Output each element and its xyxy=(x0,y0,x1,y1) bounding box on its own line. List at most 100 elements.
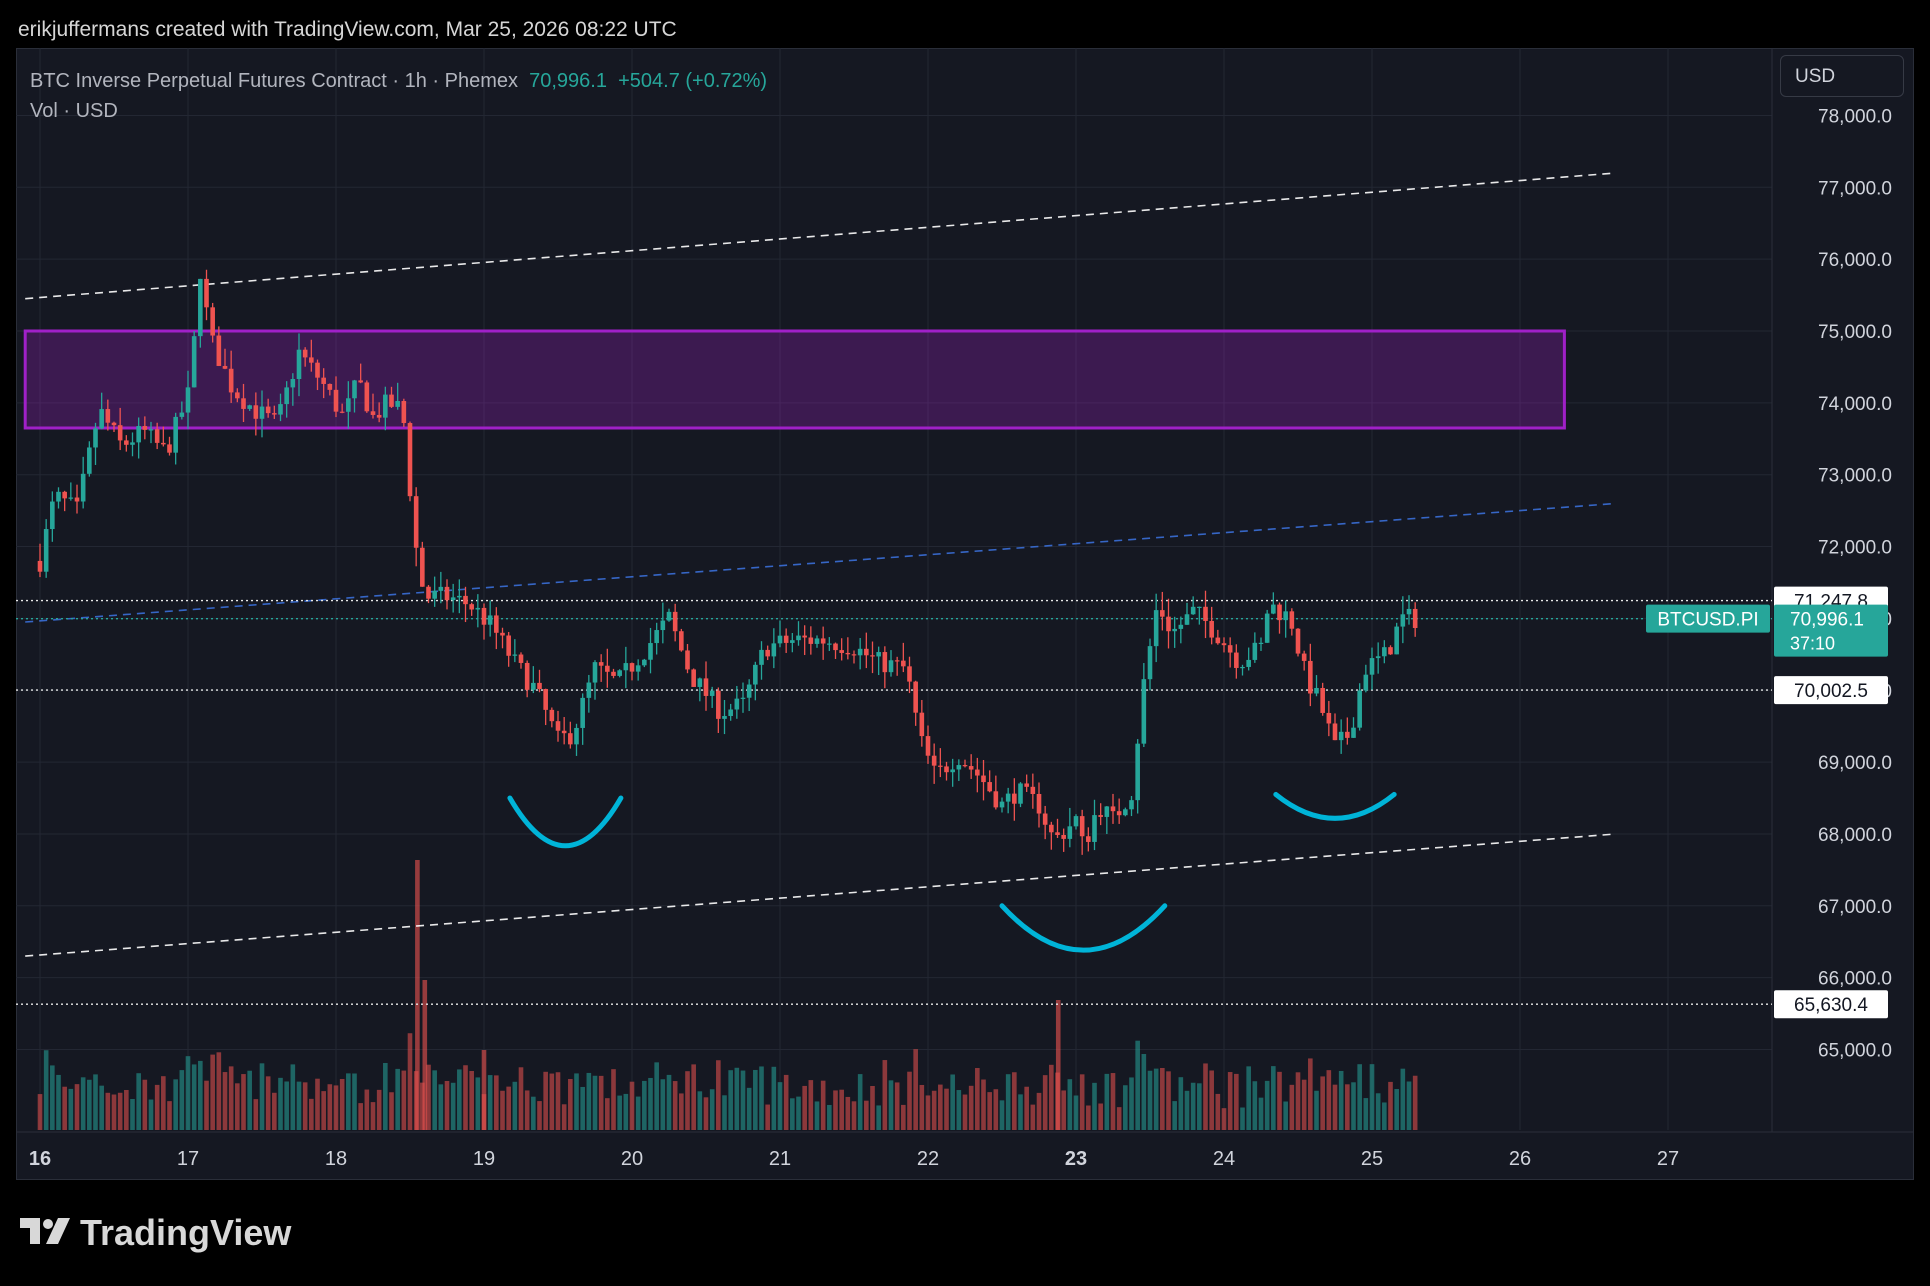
volume-bar xyxy=(1104,1073,1110,1130)
volume-bar xyxy=(950,1074,955,1130)
y-tick-label: 74,000.0 xyxy=(1818,394,1892,415)
candlesticks xyxy=(37,269,1418,855)
volume-bar xyxy=(839,1089,844,1130)
candle-body xyxy=(648,643,653,660)
currency-button[interactable]: USD xyxy=(1780,55,1904,97)
candle-body xyxy=(1178,624,1184,629)
candle-body xyxy=(512,654,518,656)
volume-bar xyxy=(765,1104,770,1130)
volume-bar xyxy=(975,1068,980,1130)
volume-bar xyxy=(93,1074,98,1130)
x-tick-label: 23 xyxy=(1065,1148,1087,1170)
candle-body xyxy=(753,664,758,685)
volume-bar xyxy=(691,1064,696,1130)
candle-body xyxy=(919,712,925,737)
volume-bar xyxy=(1012,1072,1017,1130)
volume-bar xyxy=(154,1084,160,1130)
volume-bar xyxy=(820,1080,826,1130)
candle-body xyxy=(907,666,912,682)
candle-body xyxy=(950,769,955,773)
volume-bar xyxy=(475,1077,481,1130)
candle-body xyxy=(925,736,931,756)
volume-bar xyxy=(888,1080,894,1130)
candle-body xyxy=(105,409,111,423)
candle-body xyxy=(635,665,641,672)
volume-bar xyxy=(1295,1072,1301,1130)
arc-left-shoulder xyxy=(507,795,624,849)
candle-body xyxy=(117,425,123,441)
volume-bar xyxy=(531,1096,536,1130)
volume-bar xyxy=(1123,1085,1128,1130)
volume-bar xyxy=(913,1049,918,1130)
chart-attribution: erikjuffermans created with TradingView.… xyxy=(18,18,677,41)
volume-bar xyxy=(407,1033,413,1130)
volume-bar xyxy=(716,1060,721,1130)
candle-body xyxy=(598,662,604,666)
volume-bar xyxy=(549,1073,555,1130)
y-tick-label: 65,000.0 xyxy=(1818,1041,1892,1062)
candle-body xyxy=(142,426,148,430)
volume-bar xyxy=(161,1076,166,1130)
candle-body xyxy=(864,648,869,656)
symbol-tag: BTCUSD.PI xyxy=(1657,610,1758,631)
x-tick-label: 26 xyxy=(1509,1148,1531,1170)
candle-body xyxy=(1363,674,1369,691)
candle-body xyxy=(882,652,888,673)
tradingview-logo-icon xyxy=(20,1218,70,1244)
y-tick-label: 72,000.0 xyxy=(1818,538,1892,559)
volume-bar xyxy=(339,1078,345,1130)
candle-body xyxy=(1375,656,1381,659)
candle-body xyxy=(272,413,277,415)
volume-bar xyxy=(1375,1093,1381,1130)
volume-bar xyxy=(487,1075,493,1130)
candle-body xyxy=(228,368,234,393)
candle-body xyxy=(1092,815,1097,842)
volume-bar xyxy=(1345,1084,1350,1130)
candle-body xyxy=(500,632,505,636)
volume-bar xyxy=(1277,1071,1282,1130)
candle-body xyxy=(703,678,709,696)
candle-body xyxy=(62,491,67,499)
volume-bar xyxy=(1283,1101,1288,1130)
volume-bar xyxy=(1086,1105,1091,1130)
candle-body xyxy=(561,730,567,734)
candle-body xyxy=(740,697,746,699)
candle-body xyxy=(1277,604,1282,621)
volume-bar xyxy=(321,1091,326,1130)
volume-bar xyxy=(1246,1066,1251,1130)
volume-bar xyxy=(500,1090,505,1130)
volume-bar xyxy=(635,1096,641,1130)
candle-body xyxy=(68,497,74,499)
volume-bar xyxy=(117,1092,123,1130)
volume-bar xyxy=(1079,1074,1085,1130)
chart-panel[interactable] xyxy=(16,48,1914,1180)
candle-body xyxy=(956,765,962,770)
volume-bar xyxy=(352,1073,357,1130)
candle-body xyxy=(1129,800,1134,810)
volume-bar xyxy=(1215,1093,1221,1130)
candle-body xyxy=(629,663,635,672)
volume-bar xyxy=(136,1073,141,1130)
volume-bar xyxy=(228,1066,234,1130)
candle-body xyxy=(1049,824,1054,833)
candle-body xyxy=(37,560,43,572)
candle-body xyxy=(1394,626,1399,655)
candle-body xyxy=(1116,811,1122,816)
candle-body xyxy=(1024,783,1029,787)
volume-bar xyxy=(876,1105,881,1130)
candle-body xyxy=(346,398,351,412)
candle-body xyxy=(278,404,283,415)
volume-bar xyxy=(173,1079,178,1130)
volume-bar xyxy=(235,1083,240,1130)
candle-body xyxy=(204,278,209,308)
volume-bar xyxy=(1252,1081,1258,1130)
x-tick-label: 24 xyxy=(1213,1148,1235,1170)
volume-bar xyxy=(1314,1090,1319,1130)
volume-bar xyxy=(204,1080,209,1130)
volume-bar xyxy=(894,1082,900,1130)
candle-body xyxy=(1036,793,1042,814)
candle-body xyxy=(1042,813,1048,825)
candle-body xyxy=(660,620,666,631)
candle-body xyxy=(136,426,141,443)
